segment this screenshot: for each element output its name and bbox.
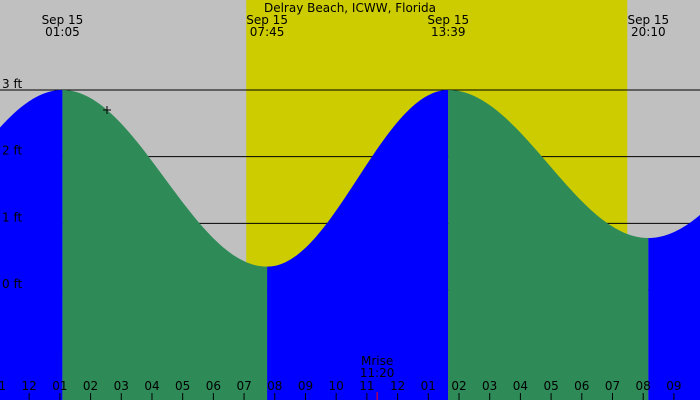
cursor-cross <box>103 106 111 114</box>
x-tick-label: 07 <box>236 379 251 393</box>
x-tick-label: 03 <box>482 379 497 393</box>
x-tick-label: 02 <box>451 379 466 393</box>
event-date: Sep 15 <box>627 13 669 27</box>
chart-title: Delray Beach, ICWW, Florida <box>264 1 436 15</box>
event-date: Sep 15 <box>246 13 288 27</box>
x-tick-label: 09 <box>666 379 681 393</box>
rising-tide <box>648 214 700 400</box>
y-tick-label: 2 ft <box>2 144 22 158</box>
rising-tide <box>0 90 63 400</box>
x-tick-label: 09 <box>298 379 313 393</box>
x-tick-label: 02 <box>83 379 98 393</box>
event-time: 01:05 <box>45 25 80 39</box>
x-tick-label: 08 <box>267 379 282 393</box>
x-tick-label: 06 <box>206 379 221 393</box>
x-tick-label: 11 <box>359 379 374 393</box>
falling-tide <box>62 90 268 400</box>
y-tick-label: 3 ft <box>2 77 22 91</box>
rising-tide <box>267 90 449 400</box>
event-date: Sep 15 <box>42 13 84 27</box>
x-tick-label: 01 <box>421 379 436 393</box>
y-tick-label: 0 ft <box>2 277 22 291</box>
x-tick-label: 12 <box>390 379 405 393</box>
x-tick-label: 06 <box>574 379 589 393</box>
y-tick-label: 1 ft <box>2 210 22 224</box>
x-tick-label: 05 <box>543 379 558 393</box>
event-time: 07:45 <box>250 25 285 39</box>
x-tick-label: 05 <box>175 379 190 393</box>
x-tick-label: 12 <box>22 379 37 393</box>
x-tick-label: 01 <box>52 379 67 393</box>
x-tick-label: 04 <box>513 379 528 393</box>
moonrise-time: 11:20 <box>360 366 395 380</box>
x-tick-label: 11 <box>0 379 6 393</box>
falling-tide <box>448 90 649 400</box>
x-tick-label: 04 <box>144 379 159 393</box>
x-tick-label: 03 <box>114 379 129 393</box>
event-time: 20:10 <box>631 25 666 39</box>
event-time: 13:39 <box>431 25 466 39</box>
moonrise-label: Mrise <box>361 354 393 368</box>
x-tick-label: 08 <box>636 379 651 393</box>
event-date: Sep 15 <box>427 13 469 27</box>
x-tick-label: 10 <box>329 379 344 393</box>
x-tick-label: 07 <box>605 379 620 393</box>
